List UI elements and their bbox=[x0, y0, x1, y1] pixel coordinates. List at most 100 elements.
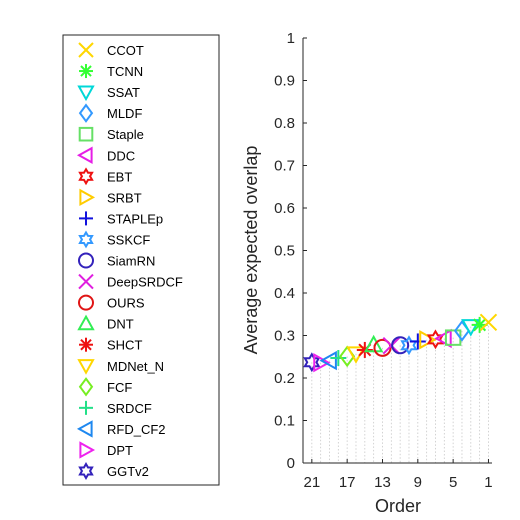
legend-marker bbox=[78, 42, 94, 58]
data-point bbox=[409, 333, 426, 350]
data-markers bbox=[303, 313, 498, 373]
legend-item: STAPLEp bbox=[79, 211, 163, 226]
legend-marker bbox=[79, 337, 93, 352]
x-tick-label: 9 bbox=[414, 474, 422, 491]
axes: 00.10.20.30.40.50.60.70.80.91 21 17 13 9 5 1 … bbox=[241, 30, 498, 516]
y-tick-label: 1 bbox=[287, 30, 295, 47]
x-tick-label: 21 bbox=[303, 474, 320, 491]
legend-label: SSKCF bbox=[107, 232, 150, 247]
legend-marker bbox=[77, 314, 95, 331]
legend-item: SRBT bbox=[79, 188, 142, 207]
legend-marker bbox=[78, 252, 94, 269]
legend-label: SRDCF bbox=[107, 401, 152, 416]
legend-item: OURS bbox=[78, 294, 145, 311]
legend-label: Staple bbox=[107, 127, 144, 142]
legend-marker bbox=[79, 211, 93, 226]
legend-label: DeepSRDCF bbox=[107, 275, 183, 290]
y-tick-label: 0.9 bbox=[274, 73, 295, 90]
data-point bbox=[391, 336, 410, 355]
data-point bbox=[363, 334, 384, 353]
data-point bbox=[434, 328, 452, 349]
legend-label: RFD_CF2 bbox=[107, 422, 166, 437]
legend-marker bbox=[76, 146, 93, 164]
legend-item: DDC bbox=[76, 146, 135, 164]
legend-marker bbox=[79, 64, 93, 79]
legend-marker bbox=[78, 377, 94, 397]
data-point bbox=[319, 350, 337, 371]
legend-item: SHCT bbox=[79, 337, 142, 353]
legend-label: SiamRN bbox=[107, 254, 155, 269]
y-tick-label: 0.3 bbox=[274, 328, 295, 345]
legend-item: MDNet_N bbox=[77, 359, 164, 375]
legend-item: SSKCF bbox=[78, 230, 150, 249]
legend-marker bbox=[78, 462, 94, 480]
legend-label: CCOT bbox=[107, 43, 144, 58]
legend-marker bbox=[78, 230, 94, 249]
legend-marker bbox=[78, 103, 94, 123]
y-tick-label: 0 bbox=[287, 455, 295, 472]
legend-marker bbox=[76, 420, 93, 438]
legend-item: GGTv2 bbox=[78, 462, 149, 480]
legend-label: MLDF bbox=[107, 106, 142, 121]
data-point bbox=[330, 350, 347, 367]
plot-area bbox=[303, 38, 492, 463]
legend-label: SRBT bbox=[107, 190, 142, 205]
legend-item: Staple bbox=[78, 126, 144, 142]
legend-label: SHCT bbox=[107, 338, 142, 353]
legend-label: TCNN bbox=[107, 64, 143, 79]
legend-marker bbox=[78, 126, 94, 142]
legend-marker bbox=[79, 441, 96, 459]
legend-label: OURS bbox=[107, 296, 145, 311]
x-tick-label: 5 bbox=[449, 474, 457, 491]
legend-item: DeepSRDCF bbox=[78, 273, 183, 290]
legend-item: CCOT bbox=[78, 42, 144, 58]
legend-marker bbox=[78, 273, 94, 290]
legend-item: FCF bbox=[78, 377, 132, 397]
legend-marker bbox=[78, 167, 94, 186]
x-tick-label: 17 bbox=[339, 474, 356, 491]
legend-item: MLDF bbox=[78, 103, 142, 123]
legend-item: DNT bbox=[77, 314, 134, 332]
y-axis-title: Average expected overlap bbox=[241, 146, 261, 355]
legend: CCOT TCNN SSAT MLDF Staple DDC EBT SRBT STAPLEp S… bbox=[62, 34, 220, 486]
y-tick-label: 0.8 bbox=[274, 115, 295, 132]
legend-label: MDNet_N bbox=[107, 359, 164, 374]
legend-label: DNT bbox=[107, 317, 134, 332]
legend-item: SRDCF bbox=[79, 400, 152, 416]
legend-item: SiamRN bbox=[78, 252, 155, 269]
legend-label: EBT bbox=[107, 169, 132, 184]
data-point bbox=[479, 313, 498, 332]
x-axis-title: Order bbox=[375, 496, 421, 516]
x-ticks: 21 17 13 9 5 1 bbox=[303, 459, 493, 491]
legend-label: DDC bbox=[107, 148, 135, 163]
y-ticks: 0 0.1 0.2 0.3 0.4 0.5 0.6 0.7 0.8 0.9 1 bbox=[274, 30, 307, 472]
legend-label: STAPLEp bbox=[107, 211, 163, 226]
y-tick-label: 0.6 bbox=[274, 200, 295, 217]
legend-item: DPT bbox=[79, 441, 133, 459]
legend-item: SSAT bbox=[77, 85, 140, 102]
legend-item: RFD_CF2 bbox=[76, 420, 166, 438]
y-tick-label: 0.7 bbox=[274, 158, 295, 175]
y-tick-label: 0.4 bbox=[274, 285, 295, 302]
legend-marker bbox=[77, 85, 95, 102]
legend-label: DPT bbox=[107, 443, 133, 458]
data-point bbox=[313, 353, 331, 373]
legend-marker bbox=[77, 359, 95, 375]
legend-marker bbox=[78, 294, 94, 311]
x-tick-label: 1 bbox=[484, 474, 492, 491]
legend-marker bbox=[79, 188, 96, 207]
y-tick-label: 0.1 bbox=[274, 413, 295, 430]
legend-label: GGTv2 bbox=[107, 464, 149, 479]
legend-items: CCOT TCNN SSAT MLDF Staple DDC EBT SRBT STAPLEp S… bbox=[76, 42, 183, 480]
x-tick-label: 13 bbox=[374, 474, 391, 491]
drop-lines bbox=[311, 322, 489, 463]
legend-label: SSAT bbox=[107, 85, 140, 100]
legend-item: EBT bbox=[78, 167, 132, 186]
y-tick-label: 0.2 bbox=[274, 370, 295, 387]
legend-item: TCNN bbox=[79, 64, 143, 79]
y-tick-label: 0.5 bbox=[274, 243, 295, 260]
data-point bbox=[461, 319, 481, 337]
legend-label: FCF bbox=[107, 380, 132, 395]
legend-marker bbox=[79, 400, 93, 415]
